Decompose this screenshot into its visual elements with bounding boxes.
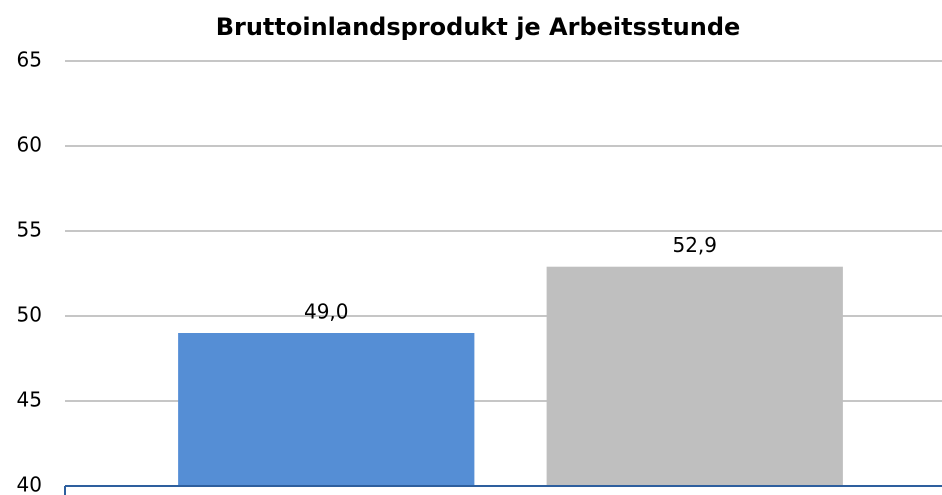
y-tick-label: 40 [17, 473, 42, 495]
y-tick-label: 55 [17, 218, 42, 242]
chart-title: Bruttoinlandsprodukt je Arbeitsstunde [216, 13, 741, 41]
bar [178, 333, 475, 486]
y-tick-label: 60 [17, 133, 42, 157]
bar [546, 266, 843, 486]
value-label: 49,0 [304, 300, 349, 324]
y-tick-label: 65 [17, 48, 42, 72]
y-tick-label: 50 [17, 303, 42, 327]
y-tick-label: 45 [17, 388, 42, 412]
value-label: 52,9 [672, 233, 717, 257]
